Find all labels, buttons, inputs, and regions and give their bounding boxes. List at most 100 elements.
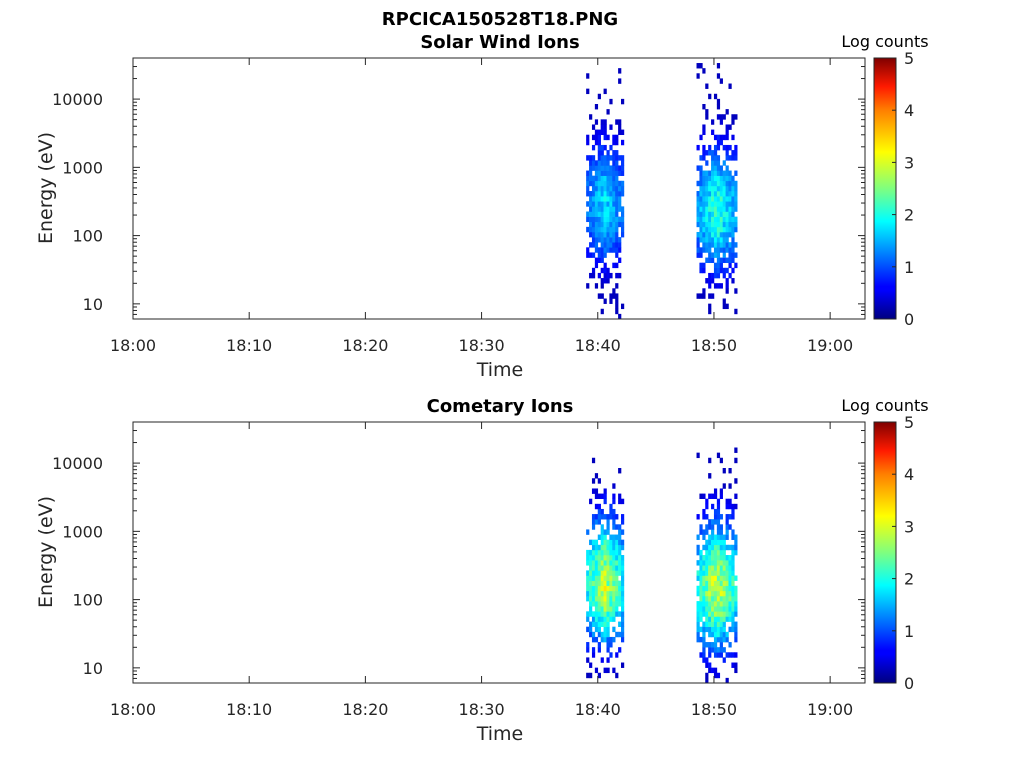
spectrogram-cell (716, 601, 721, 607)
spectrogram-cell (719, 139, 723, 146)
spectrogram-cell (722, 585, 726, 592)
spectrogram-cell (589, 580, 593, 587)
spectrogram-cell (615, 272, 619, 279)
spectrogram-cell (600, 155, 604, 161)
spectrogram-cell (702, 555, 706, 561)
spectrogram-cell (711, 503, 715, 510)
spectrogram-cell (705, 606, 709, 612)
spectrogram-cell (716, 519, 721, 525)
spectrogram-cell (731, 221, 735, 228)
spectrogram-cell (705, 180, 709, 187)
spectrogram-cell (731, 595, 735, 602)
spectrogram-cell (719, 231, 723, 238)
spectrogram-cell (731, 180, 735, 187)
spectrogram-cell (696, 514, 700, 520)
spectrogram-cell (702, 293, 706, 299)
spectrogram-cell (586, 549, 590, 556)
spectrogram-cell (606, 616, 610, 622)
spectrogram-cell (612, 155, 616, 161)
spectrogram-cell (708, 170, 712, 176)
spectrogram-cell (586, 595, 590, 602)
spectrogram-cell (609, 191, 613, 197)
spectrogram-cell (722, 539, 726, 546)
spectrogram-cell (603, 616, 607, 622)
spectrogram-cell (725, 247, 729, 253)
spectrogram-cell (589, 672, 593, 679)
spectrogram-cell (591, 237, 596, 243)
spectrogram-cell (713, 216, 718, 223)
spectrogram-cell (597, 139, 601, 146)
spectrogram-cell (716, 626, 721, 633)
spectrogram-cell (594, 585, 599, 592)
spectrogram-cell (702, 560, 706, 566)
spectrogram-cell (594, 180, 599, 187)
spectrogram-cell (731, 549, 735, 556)
spectrogram-cell (699, 570, 703, 576)
spectrogram-cell (586, 590, 590, 597)
spectrogram-cell (731, 257, 735, 263)
spectrogram-cell (589, 601, 593, 607)
x-tick-label: 18:50 (691, 336, 737, 355)
spectrogram-cell (699, 636, 703, 643)
spectrogram-cell (696, 180, 700, 187)
spectrogram-cell (713, 636, 718, 643)
spectrogram-cell (609, 201, 613, 207)
spectrogram-cell (594, 519, 599, 525)
colorbar-tick-label: 5 (904, 413, 914, 432)
spectrogram-cell (716, 616, 721, 622)
spectrogram-cell (589, 272, 593, 279)
spectrogram-cell (618, 242, 622, 248)
spectrogram-cell (711, 534, 715, 540)
spectrogram-cell (603, 247, 607, 253)
spectrogram-cell (615, 590, 619, 597)
spectrogram-cell (722, 185, 726, 192)
spectrogram-cell (589, 539, 593, 546)
spectrogram-cell (722, 616, 726, 622)
spectrogram-cell (594, 175, 599, 182)
spectrogram-cell (589, 585, 593, 592)
spectrogram-cell (711, 616, 715, 622)
spectrogram-cell (716, 211, 721, 217)
spectrogram-cell (722, 483, 726, 489)
spectrogram-cell (603, 298, 607, 304)
spectrogram-cell (597, 514, 601, 520)
spectrogram-cell (716, 575, 721, 581)
spectrogram-cell (594, 555, 599, 561)
spectrogram-cell (699, 262, 703, 269)
spectrogram-cell (594, 119, 599, 125)
spectrogram-cell (699, 134, 703, 141)
spectrogram-cell (612, 580, 616, 587)
spectrogram-cell (615, 139, 619, 146)
spectrogram-cell (591, 595, 596, 602)
spectrogram-cell (716, 585, 721, 592)
spectrogram-cell (612, 595, 616, 602)
spectrogram-cell (722, 631, 726, 638)
spectrogram-cell (606, 175, 610, 182)
spectrogram-cell (597, 570, 601, 576)
spectrogram-cell (713, 590, 718, 597)
spectrogram-cell (734, 590, 738, 597)
spectrogram-cell (722, 580, 726, 587)
x-tick-label: 18:40 (575, 336, 621, 355)
spectrogram-cell (591, 185, 596, 192)
spectrogram-cell (719, 621, 723, 627)
spectrogram-cell (719, 78, 723, 84)
spectrogram-cell (705, 560, 709, 566)
spectrogram-cell (615, 165, 619, 171)
spectrogram-cell (621, 662, 625, 668)
spectrogram-cell (591, 272, 596, 279)
spectrogram-cell (618, 165, 622, 171)
spectrogram-cell (603, 544, 607, 551)
spectrogram-cell (713, 150, 718, 156)
spectrogram-cell (586, 560, 590, 566)
spectrogram-cell (719, 191, 723, 197)
spectrogram-cell (606, 231, 610, 238)
spectrogram-cell (716, 606, 721, 612)
spectrogram-cell (609, 642, 613, 648)
spectrogram-cell (621, 303, 625, 310)
spectrogram-cell (705, 544, 709, 551)
spectrogram-cell (725, 196, 729, 202)
spectrogram-cell (719, 636, 723, 643)
spectrogram-cell (725, 616, 729, 622)
spectrogram-cell (705, 601, 709, 607)
